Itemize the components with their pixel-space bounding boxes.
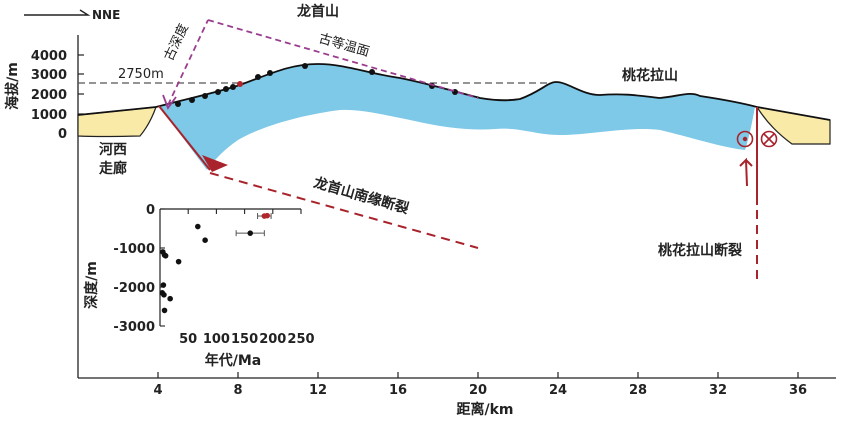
inset-x-ticks: 50 100 150 200 250 [179, 209, 315, 347]
main-x-tick-label: 36 [789, 383, 807, 398]
inset-x-tick-label: 100 [203, 332, 230, 347]
longshou-south-fault-label: 龙首山南缘断裂 [311, 174, 411, 218]
inset-y-tick-label: 0 [146, 203, 155, 218]
paleo-depth-line [167, 19, 209, 106]
inset-y-axis-label: 深度/m [83, 261, 100, 309]
main-x-tick-label: 8 [233, 383, 242, 398]
longshou-mountain-label: 龙首山 [296, 3, 339, 20]
profile-sample-point [255, 74, 261, 80]
inset-data-point [160, 282, 167, 288]
main-x-tick-label: 28 [629, 383, 647, 398]
profile-sample-point [223, 86, 229, 92]
main-y-tick-label: 4000 [31, 49, 67, 64]
inset-y-tick-label: -3000 [113, 320, 155, 335]
profile-sample-point [302, 63, 308, 69]
inset-x-axis-label: 年代/Ma [205, 352, 262, 369]
main-x-tick-label: 32 [709, 383, 727, 398]
profile-sample-point [189, 97, 195, 103]
direction-label: NNE [92, 8, 120, 22]
hexi-corridor-basin [77, 106, 157, 138]
profile-sample-point [237, 81, 243, 87]
inset-data-point [194, 223, 201, 230]
main-y-ticks: 4000 3000 2000 1000 0 [31, 49, 84, 142]
basement-body [159, 64, 755, 170]
paleo-depth-label: 古深度 [161, 21, 192, 63]
inset-data-point [161, 307, 168, 314]
profile-sample-point [202, 93, 208, 99]
inset-x-tick-label: 150 [231, 332, 258, 347]
inset-data-point [162, 253, 169, 259]
fault-up-arrow-icon [739, 157, 753, 187]
right-basin [755, 106, 831, 145]
main-y-tick-label: 1000 [31, 108, 67, 123]
hexi-corridor-label-line1: 河西 [99, 141, 127, 158]
profile-sample-point [267, 70, 273, 76]
profile-sample-points [175, 63, 458, 107]
longshou-south-fault-line [158, 105, 211, 171]
profile-sample-point [175, 101, 181, 107]
main-x-ticks: 4 8 12 16 20 24 28 32 36 [153, 372, 807, 398]
inset-data-point [175, 258, 182, 265]
inset-x-tick-label: 50 [179, 332, 197, 347]
inset-data-point [161, 292, 167, 298]
paleo-isothermal-surface-line [207, 19, 479, 99]
inset-data-point [202, 237, 208, 243]
main-x-tick-label: 24 [549, 383, 567, 398]
inset-data-point [167, 295, 173, 302]
paleo-depth-arrow-icon [162, 94, 177, 110]
hexi-corridor-label-line2: 走廊 [99, 160, 127, 177]
longshou-south-fault-extension [209, 172, 479, 249]
inset-x-tick-label: 200 [259, 332, 286, 347]
main-y-tick-label: 0 [58, 127, 67, 142]
inset-data-point [247, 230, 254, 236]
inset-depth-age-chart: 0 -1000 -2000 -3000 50 100 150 200 250 深度/m 年代/… [83, 203, 315, 369]
main-x-tick-label: 4 [153, 383, 162, 398]
taohuala-mountain-label: 桃花拉山 [622, 67, 678, 84]
inset-y-tick-label: -2000 [113, 281, 155, 296]
taohuala-fault-label: 桃花拉山断裂 [658, 242, 742, 259]
main-x-tick-label: 12 [309, 383, 327, 398]
main-y-tick-label: 3000 [31, 68, 67, 83]
reference-altitude-label: 2750m [118, 67, 164, 82]
inset-data-points [159, 212, 272, 314]
main-y-tick-label: 2000 [31, 88, 67, 103]
topographic-profile-line [77, 63, 831, 121]
direction-indicator: NNE [24, 8, 120, 22]
paleo-isothermal-surface-label: 古等温面 [317, 30, 371, 60]
inset-y-ticks: 0 -1000 -2000 -3000 [113, 203, 165, 335]
out-of-page-symbol-icon [736, 130, 754, 148]
main-y-axis-label: 海拔/m [4, 62, 21, 110]
profile-sample-point [230, 84, 236, 90]
profile-sample-point [215, 89, 221, 95]
inset-data-point [264, 212, 270, 219]
main-x-axis-label: 距离/km [456, 401, 513, 418]
main-x-tick-label: 20 [469, 383, 487, 398]
fault-slip-arrow-icon [202, 155, 228, 172]
inset-y-tick-label: -1000 [113, 242, 155, 257]
inset-x-tick-label: 250 [287, 332, 314, 347]
profile-sample-point [369, 69, 375, 75]
main-x-tick-label: 16 [389, 383, 407, 398]
direction-arrow-icon [24, 9, 91, 16]
into-page-symbol-icon [760, 130, 778, 148]
